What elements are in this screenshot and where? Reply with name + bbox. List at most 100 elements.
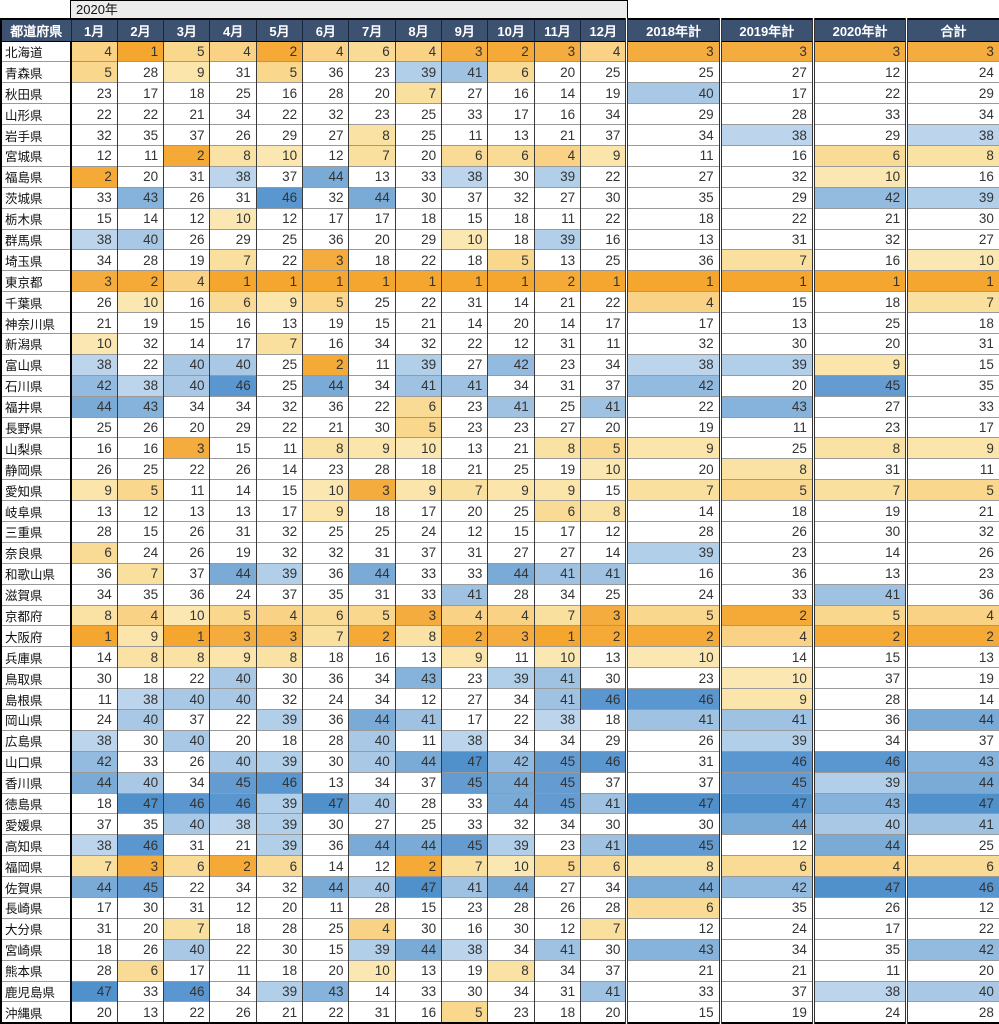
prefecture-name-cell[interactable]: 長崎県 (1, 897, 72, 919)
month-value-cell[interactable]: 34 (533, 583, 581, 606)
month-value-cell[interactable]: 41 (441, 876, 488, 898)
prefecture-name-cell[interactable]: 山形県 (1, 103, 72, 125)
total-value-cell[interactable]: 13 (718, 312, 814, 334)
month-value-cell[interactable]: 17 (116, 82, 164, 104)
month-value-cell[interactable]: 37 (163, 562, 210, 585)
month-value-cell[interactable]: 23 (348, 103, 396, 125)
prefecture-name-cell[interactable]: 三重県 (1, 520, 72, 543)
total-value-cell[interactable]: 38 (811, 980, 907, 1002)
month-value-cell[interactable]: 24 (70, 709, 118, 731)
month-value-cell[interactable]: 1 (394, 270, 442, 292)
month-value-cell[interactable]: 14 (533, 312, 581, 334)
total-value-cell[interactable]: 7 (718, 249, 814, 271)
month-value-cell[interactable]: 21 (163, 103, 210, 125)
month-value-cell[interactable]: 22 (255, 103, 303, 125)
total-value-cell[interactable]: 28 (811, 688, 907, 710)
month-value-cell[interactable]: 29 (209, 228, 257, 250)
month-value-cell[interactable]: 31 (209, 186, 257, 209)
column-header-total[interactable]: 2020年計 (811, 19, 907, 42)
month-value-cell[interactable]: 1 (255, 270, 303, 292)
month-value-cell[interactable]: 28 (116, 61, 164, 83)
month-value-cell[interactable]: 30 (487, 917, 535, 940)
month-value-cell[interactable]: 5 (163, 40, 210, 62)
month-value-cell[interactable]: 13 (487, 124, 535, 146)
month-value-cell[interactable]: 19 (302, 312, 349, 334)
total-value-cell[interactable]: 14 (718, 646, 814, 668)
total-value-cell[interactable]: 27 (718, 61, 814, 83)
total-value-cell[interactable]: 21 (718, 959, 814, 982)
month-value-cell[interactable]: 12 (116, 500, 164, 522)
month-value-cell[interactable]: 17 (580, 312, 627, 334)
total-value-cell[interactable]: 33 (811, 103, 907, 125)
month-value-cell[interactable]: 21 (255, 1001, 303, 1023)
total-value-cell[interactable]: 18 (718, 500, 814, 522)
total-value-cell[interactable]: 23 (905, 562, 999, 585)
total-value-cell[interactable]: 15 (625, 1001, 721, 1023)
total-value-cell[interactable]: 42 (905, 938, 999, 961)
month-value-cell[interactable]: 30 (487, 165, 535, 188)
month-value-cell[interactable]: 34 (348, 667, 396, 689)
month-value-cell[interactable]: 19 (116, 312, 164, 334)
month-value-cell[interactable]: 14 (441, 312, 488, 334)
month-value-cell[interactable]: 15 (394, 897, 442, 919)
total-value-cell[interactable]: 16 (625, 562, 721, 585)
month-value-cell[interactable]: 16 (255, 82, 303, 104)
month-value-cell[interactable]: 38 (70, 834, 118, 856)
month-value-cell[interactable]: 38 (116, 688, 164, 710)
month-value-cell[interactable]: 21 (70, 312, 118, 334)
month-value-cell[interactable]: 10 (209, 207, 257, 230)
total-value-cell[interactable]: 18 (905, 312, 999, 334)
month-value-cell[interactable]: 23 (487, 416, 535, 438)
month-value-cell[interactable]: 4 (394, 40, 442, 62)
month-value-cell[interactable]: 25 (255, 353, 303, 376)
month-value-cell[interactable]: 34 (348, 771, 396, 794)
month-value-cell[interactable]: 15 (209, 437, 257, 459)
total-value-cell[interactable]: 35 (905, 374, 999, 397)
month-value-cell[interactable]: 2 (580, 625, 627, 647)
month-value-cell[interactable]: 20 (348, 228, 396, 250)
month-value-cell[interactable]: 8 (533, 437, 581, 459)
month-value-cell[interactable]: 16 (487, 82, 535, 104)
month-value-cell[interactable]: 33 (394, 562, 442, 585)
total-value-cell[interactable]: 16 (718, 144, 814, 167)
month-value-cell[interactable]: 3 (533, 40, 581, 62)
prefecture-name-cell[interactable]: 富山県 (1, 353, 72, 376)
month-value-cell[interactable]: 14 (580, 541, 627, 564)
total-value-cell[interactable]: 6 (811, 144, 907, 167)
month-value-cell[interactable]: 2 (302, 353, 349, 376)
month-value-cell[interactable]: 31 (209, 61, 257, 83)
month-value-cell[interactable]: 36 (302, 709, 349, 731)
total-value-cell[interactable]: 8 (905, 144, 999, 167)
month-value-cell[interactable]: 22 (255, 249, 303, 271)
month-value-cell[interactable]: 46 (580, 750, 627, 773)
month-value-cell[interactable]: 13 (209, 500, 257, 522)
total-value-cell[interactable]: 2 (905, 625, 999, 647)
month-value-cell[interactable]: 4 (163, 270, 210, 292)
month-value-cell[interactable]: 26 (163, 520, 210, 543)
month-value-cell[interactable]: 2 (348, 625, 396, 647)
month-value-cell[interactable]: 12 (163, 207, 210, 230)
total-value-cell[interactable]: 11 (625, 144, 721, 167)
total-value-cell[interactable]: 38 (625, 353, 721, 376)
month-value-cell[interactable]: 2 (209, 855, 257, 877)
month-value-cell[interactable]: 1 (70, 625, 118, 647)
month-value-cell[interactable]: 11 (441, 124, 488, 146)
month-value-cell[interactable]: 16 (116, 437, 164, 459)
month-value-cell[interactable]: 2 (70, 165, 118, 188)
month-value-cell[interactable]: 40 (348, 876, 396, 898)
month-value-cell[interactable]: 41 (533, 688, 581, 710)
column-header-prefecture[interactable]: 都道府県 (1, 19, 71, 42)
total-value-cell[interactable]: 17 (625, 312, 721, 334)
month-value-cell[interactable]: 9 (116, 625, 164, 647)
month-value-cell[interactable]: 33 (116, 980, 164, 1002)
month-value-cell[interactable]: 40 (348, 729, 396, 752)
month-value-cell[interactable]: 34 (487, 688, 535, 710)
column-header-total[interactable]: 2018年計 (625, 19, 721, 42)
month-value-cell[interactable]: 13 (348, 165, 396, 188)
month-value-cell[interactable]: 33 (394, 583, 442, 606)
month-value-cell[interactable]: 36 (302, 228, 349, 250)
month-value-cell[interactable]: 6 (163, 855, 210, 877)
month-value-cell[interactable]: 22 (580, 207, 627, 230)
month-value-cell[interactable]: 31 (441, 291, 488, 313)
month-value-cell[interactable]: 13 (302, 771, 349, 794)
